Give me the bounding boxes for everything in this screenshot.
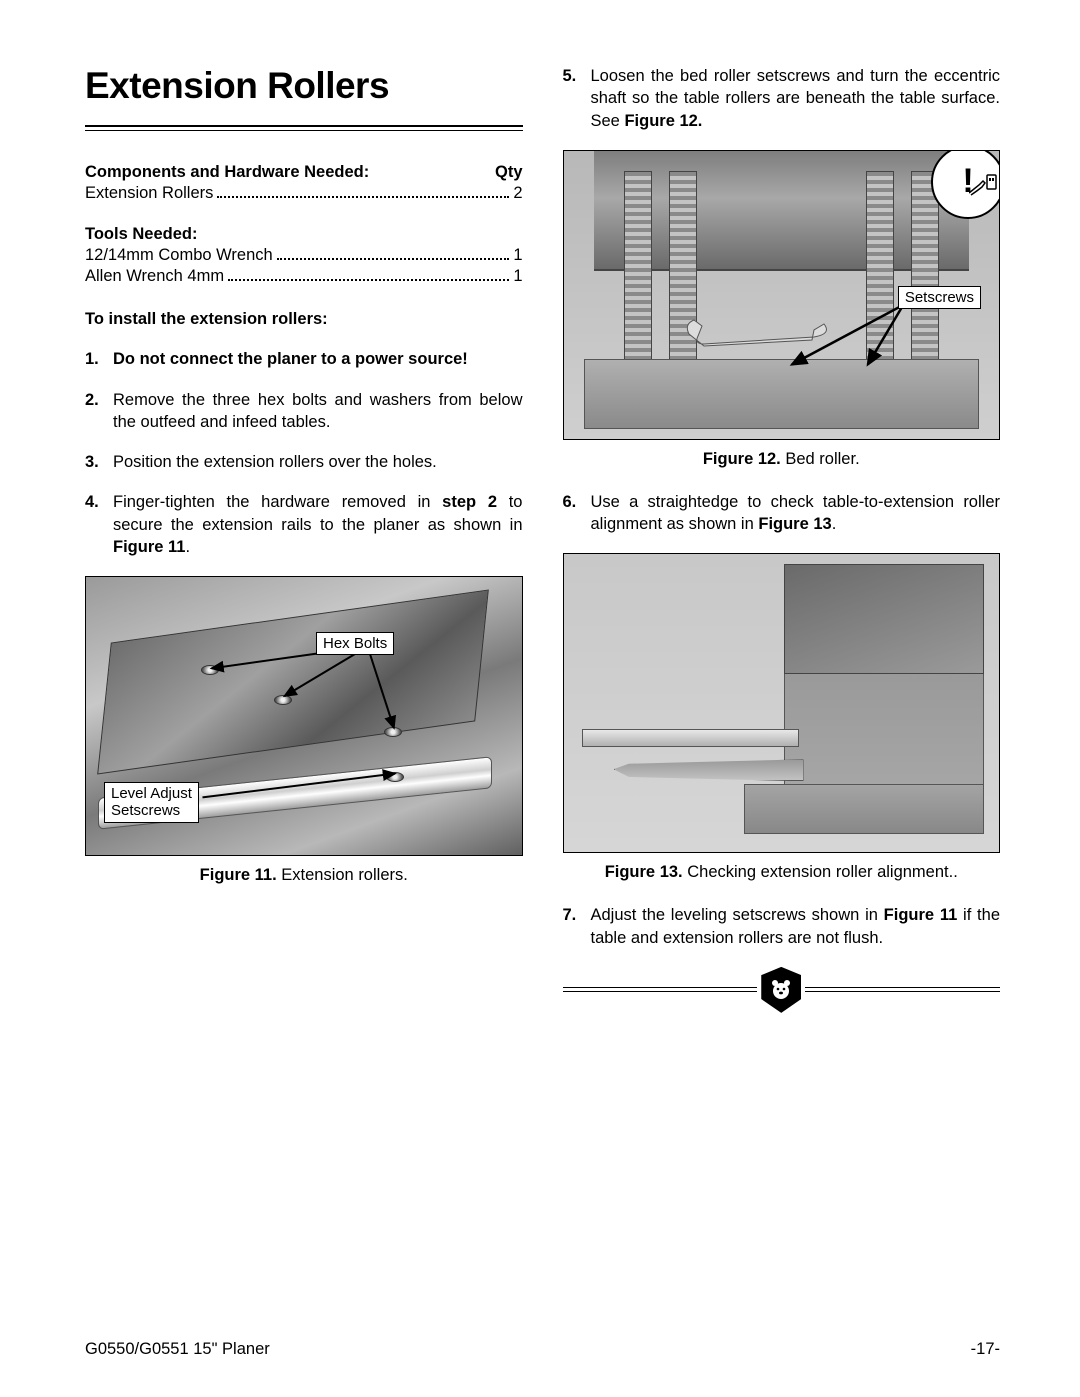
components-heading-text: Components and Hardware Needed: bbox=[85, 163, 369, 182]
step: 7. Adjust the leveling setscrews shown i… bbox=[563, 904, 1001, 949]
steps-right-a: 5. Loosen the bed roller setscrews and t… bbox=[563, 65, 1001, 132]
steps-right-c: 7. Adjust the leveling setscrews shown i… bbox=[563, 904, 1001, 949]
step: 2. Remove the three hex bolts and washer… bbox=[85, 389, 523, 434]
figure-11: Hex Bolts Level Adjust Setscrews bbox=[85, 576, 523, 856]
step-body: Loosen the bed roller setscrews and turn… bbox=[591, 65, 1001, 132]
step: 5. Loosen the bed roller setscrews and t… bbox=[563, 65, 1001, 132]
figure-11-caption: Figure 11. Extension rollers. bbox=[85, 866, 523, 885]
steps-left: 1. Do not connect the planer to a power … bbox=[85, 348, 523, 558]
step-number: 4. bbox=[85, 491, 113, 558]
tool-qty: 1 bbox=[513, 246, 522, 265]
step-number: 7. bbox=[563, 904, 591, 949]
install-heading: To install the extension rollers: bbox=[85, 308, 523, 330]
qty-label: Qty bbox=[495, 163, 523, 182]
step: 3. Position the extension rollers over t… bbox=[85, 451, 523, 473]
step-number: 6. bbox=[563, 491, 591, 536]
component-row: Extension Rollers 2 bbox=[85, 184, 523, 203]
callout-level-adjust: Level Adjust Setscrews bbox=[104, 782, 199, 823]
tool-row: 12/14mm Combo Wrench 1 bbox=[85, 246, 523, 265]
step-body: Position the extension rollers over the … bbox=[113, 451, 523, 473]
step: 4. Finger-tighten the hardware removed i… bbox=[85, 491, 523, 558]
figure-12-caption: Figure 12. Bed roller. bbox=[563, 450, 1001, 469]
step: 6. Use a straightedge to check table-to-… bbox=[563, 491, 1001, 536]
tool-qty: 1 bbox=[513, 267, 522, 286]
callout-setscrews: Setscrews bbox=[898, 286, 981, 309]
tool-label: 12/14mm Combo Wrench bbox=[85, 246, 273, 265]
step-body: Use a straightedge to check table-to-ext… bbox=[591, 491, 1001, 536]
tool-label: Allen Wrench 4mm bbox=[85, 267, 224, 286]
tools-heading-text: Tools Needed: bbox=[85, 225, 197, 244]
title-rule bbox=[85, 125, 523, 131]
step-number: 5. bbox=[563, 65, 591, 132]
figure-12: Setscrews ! bbox=[563, 150, 1001, 440]
step: 1. Do not connect the planer to a power … bbox=[85, 348, 523, 370]
components-heading: Components and Hardware Needed: Qty bbox=[85, 163, 523, 182]
step-number: 3. bbox=[85, 451, 113, 473]
figure-13-caption: Figure 13. Checking extension roller ali… bbox=[563, 863, 1001, 882]
page-title: Extension Rollers bbox=[85, 65, 523, 107]
step-body: Remove the three hex bolts and washers f… bbox=[113, 389, 523, 434]
footer-left: G0550/G0551 15" Planer bbox=[85, 1340, 270, 1359]
component-label: Extension Rollers bbox=[85, 184, 213, 203]
tool-row: Allen Wrench 4mm 1 bbox=[85, 267, 523, 286]
page-footer: G0550/G0551 15" Planer -17- bbox=[85, 1340, 1000, 1359]
callout-hex-bolts: Hex Bolts bbox=[316, 632, 394, 655]
step-number: 1. bbox=[85, 348, 113, 370]
component-qty: 2 bbox=[513, 184, 522, 203]
footer-page-number: -17- bbox=[971, 1340, 1000, 1359]
bear-badge-icon bbox=[761, 967, 801, 1013]
step-body: Adjust the leveling setscrews shown in F… bbox=[591, 904, 1001, 949]
figure-13 bbox=[563, 553, 1001, 853]
section-end-ornament bbox=[563, 967, 1001, 1013]
steps-right-b: 6. Use a straightedge to check table-to-… bbox=[563, 491, 1001, 536]
tools-heading: Tools Needed: bbox=[85, 225, 523, 244]
step-body: Do not connect the planer to a power sou… bbox=[113, 348, 523, 370]
step-body: Finger-tighten the hardware removed in s… bbox=[113, 491, 523, 558]
step-number: 2. bbox=[85, 389, 113, 434]
